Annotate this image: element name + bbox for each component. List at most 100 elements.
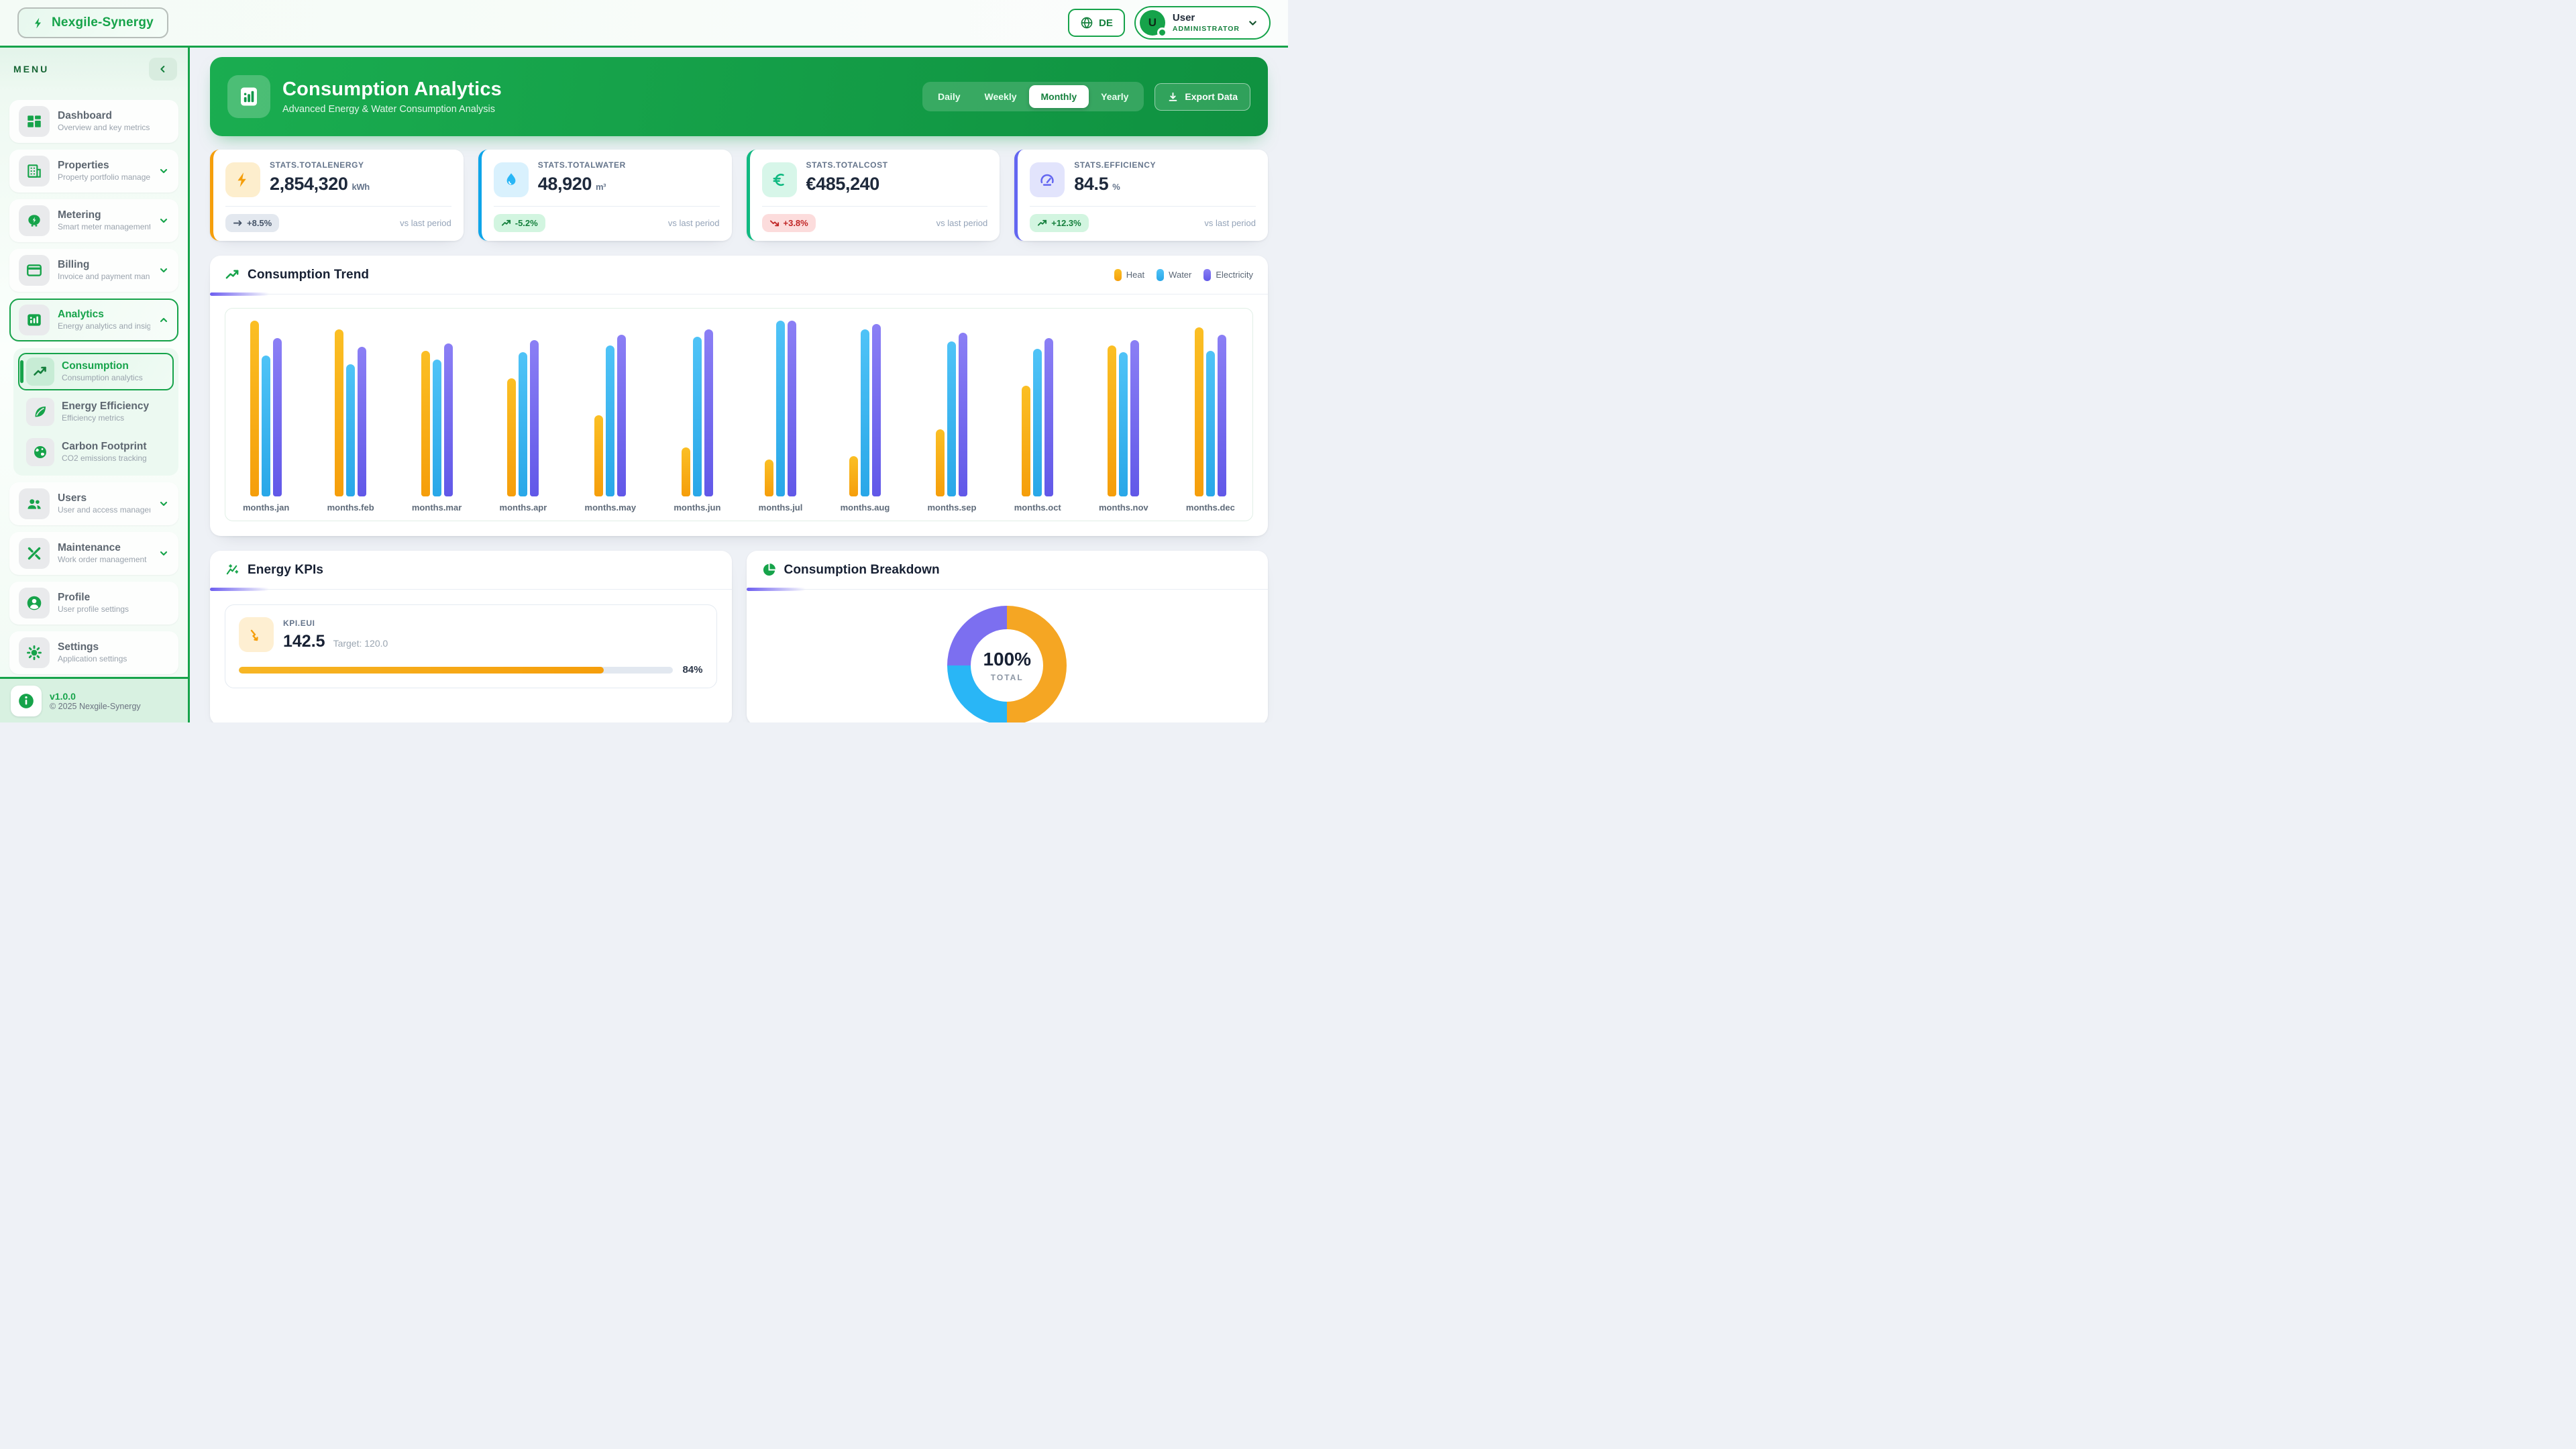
sparkles-icon <box>225 562 240 578</box>
bar-group-months-sep: months.sep <box>928 321 976 513</box>
period-button-weekly[interactable]: Weekly <box>973 85 1029 108</box>
bar-water <box>606 345 615 496</box>
kpi-list: KPI.EUI 142.5 Target: 120.0 84% <box>210 590 732 703</box>
dashboard-icon <box>19 106 50 137</box>
language-button[interactable]: DE <box>1068 9 1125 37</box>
analytics-submenu: Consumption Consumption analytics Energy… <box>13 348 178 476</box>
sidebar-item-dashboard[interactable]: Dashboard Overview and key metrics <box>9 100 178 143</box>
breakdown-title: Consumption Breakdown <box>784 562 940 577</box>
trend-up-badge-icon <box>1037 218 1047 228</box>
chevron-down-icon <box>158 498 169 509</box>
bar-category-label: months.feb <box>327 502 374 513</box>
trend-title: Consumption Trend <box>248 267 370 282</box>
stat-unit: % <box>1112 182 1120 192</box>
bar-group-months-jun: months.jun <box>674 321 720 513</box>
meter-icon <box>19 205 50 236</box>
donut-center-label: TOTAL <box>990 673 1024 682</box>
sidebar-subitem-carbon-footprint[interactable]: Carbon Footprint CO2 emissions tracking <box>18 433 174 471</box>
sidebar-item-desc: Smart meter management <box>58 222 150 232</box>
sidebar-item-label: Maintenance <box>58 542 121 554</box>
export-label: Export Data <box>1185 91 1238 102</box>
sidebar-subitem-energy-efficiency[interactable]: Energy Efficiency Efficiency metrics <box>18 393 174 431</box>
bar-group-months-aug: months.aug <box>841 321 890 513</box>
bar-group-months-feb: months.feb <box>327 321 374 513</box>
sidebar-item-desc: Invoice and payment mana... <box>58 272 150 282</box>
legend-label: Electricity <box>1216 270 1253 280</box>
gear-icon <box>19 637 50 668</box>
stat-card-stats-totalenergy: STATS.TOTALENERGY 2,854,320 kWh +8.5% vs … <box>210 150 464 241</box>
bar-heat <box>936 429 945 496</box>
period-button-yearly[interactable]: Yearly <box>1089 85 1140 108</box>
bar-group-months-jul: months.jul <box>759 321 802 513</box>
sidebar-item-label: Energy Efficiency <box>62 400 150 413</box>
arrow-flat-icon <box>233 218 243 228</box>
chevron-down-icon <box>158 265 169 276</box>
trend-down-badge-icon <box>769 218 780 228</box>
app-logo[interactable]: Nexgile-Synergy <box>17 7 168 38</box>
header-accent <box>746 587 806 591</box>
bar-water <box>432 360 441 496</box>
sidebar-item-users[interactable]: Users User and access managem... <box>9 482 178 525</box>
globe-icon <box>26 438 54 466</box>
sidebar-item-label: Properties <box>58 160 109 172</box>
download-icon <box>1167 91 1179 103</box>
bar-water <box>860 329 869 496</box>
bolt-icon <box>32 17 45 30</box>
leaf-icon <box>26 398 54 426</box>
sidebar-item-label: Profile <box>58 592 91 604</box>
sidebar-item-label: Consumption <box>62 360 129 372</box>
kpi-card-header: Energy KPIs <box>210 551 732 591</box>
sidebar-item-desc: Consumption analytics <box>62 373 143 383</box>
sidebar-item-profile[interactable]: Profile User profile settings <box>9 582 178 625</box>
menu-label: MENU <box>13 64 50 74</box>
stat-value: 2,854,320 kWh <box>270 174 370 194</box>
app-root: Nexgile-Synergy DE U User ADMINISTRATOR <box>0 0 1288 722</box>
bar-electricity <box>617 335 627 496</box>
bar-category-label: months.oct <box>1014 502 1061 513</box>
sidebar-item-metering[interactable]: Metering Smart meter management <box>9 199 178 242</box>
consumption-breakdown-card: Consumption Breakdown 100% TOTAL <box>746 551 1268 722</box>
legend-swatch <box>1157 268 1165 281</box>
stat-label: STATS.EFFICIENCY <box>1074 160 1157 170</box>
sidebar-subitem-consumption[interactable]: Consumption Consumption analytics <box>18 353 174 390</box>
kpi-progress-track <box>239 666 674 674</box>
header-accent <box>210 587 269 591</box>
app-version: v1.0.0 <box>50 690 76 702</box>
trend-icon <box>26 358 54 386</box>
user-menu[interactable]: U User ADMINISTRATOR <box>1134 6 1271 40</box>
sidebar-item-analytics[interactable]: Analytics Energy analytics and insig... <box>9 299 178 341</box>
bar-water <box>776 321 785 496</box>
credit-card-icon <box>19 255 50 286</box>
user-role: ADMINISTRATOR <box>1172 24 1240 33</box>
export-button[interactable]: Export Data <box>1155 83 1250 111</box>
bar-water <box>262 356 271 496</box>
compare-label: vs last period <box>400 218 451 228</box>
breakdown-card-header: Consumption Breakdown <box>746 551 1268 591</box>
bar-electricity <box>788 321 796 496</box>
sidebar-item-maintenance[interactable]: Maintenance Work order management <box>9 532 178 575</box>
kpi-card-kpi-eui: KPI.EUI 142.5 Target: 120.0 84% <box>225 604 717 688</box>
stat-label: STATS.TOTALCOST <box>806 160 888 170</box>
tools-icon <box>19 538 50 569</box>
sidebar-item-desc: Efficiency metrics <box>62 413 125 423</box>
stat-card-stats-totalcost: STATS.TOTALCOST €485,240 +3.8% vs last p… <box>746 150 1000 241</box>
bar-electricity <box>871 324 881 496</box>
info-icon <box>11 685 42 716</box>
sidebar-item-properties[interactable]: Properties Property portfolio manage... <box>9 150 178 193</box>
sidebar-item-billing[interactable]: Billing Invoice and payment mana... <box>9 249 178 292</box>
period-button-monthly[interactable]: Monthly <box>1028 85 1089 108</box>
online-status-dot <box>1157 28 1167 38</box>
bar-electricity <box>358 347 367 496</box>
period-button-daily[interactable]: Daily <box>926 85 972 108</box>
sidebar-collapse-button[interactable] <box>149 58 177 80</box>
sidebar-item-settings[interactable]: Settings Application settings <box>9 631 178 674</box>
change-badge: +8.5% <box>225 214 280 232</box>
language-code: DE <box>1099 17 1113 29</box>
bar-group-months-mar: months.mar <box>412 321 462 513</box>
breakdown-donut-chart: 100% TOTAL <box>947 606 1067 722</box>
bar-water <box>1033 349 1042 496</box>
legend-item-water: Water <box>1157 268 1191 281</box>
user-name: User <box>1172 12 1195 24</box>
trending-down-icon <box>239 617 274 652</box>
sidebar-item-label: Users <box>58 492 87 504</box>
